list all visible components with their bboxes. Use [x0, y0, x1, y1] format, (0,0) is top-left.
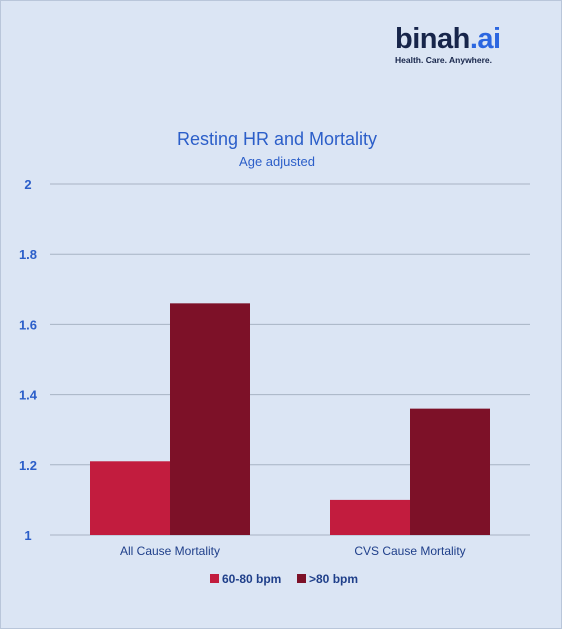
- y-tick-label: 1.6: [19, 317, 37, 332]
- x-axis-labels: All Cause Mortality CVS Cause Mortality: [120, 544, 466, 558]
- bar-1-2: [330, 499, 410, 535]
- logo-word-main: binah: [395, 23, 470, 55]
- legend-label: >80 bpm: [309, 572, 358, 586]
- chart-title: Resting HR and Mortality: [177, 129, 377, 149]
- logo-tagline: Health. Care. Anywhere.: [395, 55, 492, 65]
- bar-2-1: [170, 303, 250, 535]
- y-tick-label: 1.8: [19, 247, 37, 262]
- legend-swatch: [297, 574, 306, 583]
- bars: [90, 303, 490, 535]
- legend-label: 60-80 bpm: [222, 572, 281, 586]
- chart-subtitle: Age adjusted: [239, 154, 315, 169]
- y-axis-ticks: 1 1.2 1.4 1.6 1.8 2: [19, 177, 38, 543]
- logo-word-accent: .ai: [469, 23, 501, 55]
- x-category-label: CVS Cause Mortality: [354, 544, 465, 558]
- legend: 60-80 bpm >80 bpm: [210, 572, 358, 586]
- y-tick-label: 2: [24, 177, 31, 192]
- y-tick-label: 1.4: [19, 388, 38, 403]
- y-tick-label: 1.2: [19, 458, 37, 473]
- logo-wordmark: binah.ai: [395, 24, 501, 54]
- y-tick-label: 1: [24, 528, 31, 543]
- bar-2-2: [410, 408, 490, 535]
- bar-1-1: [90, 461, 170, 535]
- brand-logo: binah.ai Health. Care. Anywhere.: [395, 24, 501, 65]
- legend-swatch: [210, 574, 219, 583]
- x-category-label: All Cause Mortality: [120, 544, 220, 558]
